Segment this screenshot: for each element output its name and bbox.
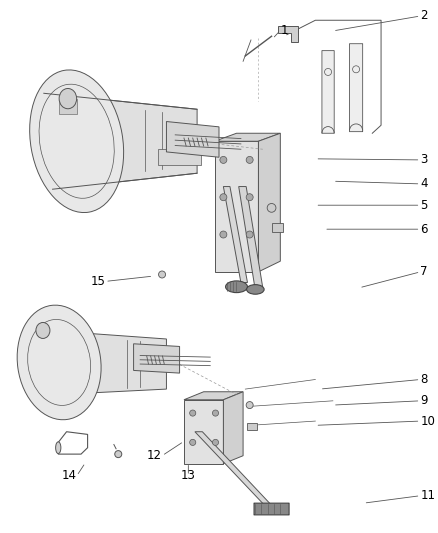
- Polygon shape: [258, 133, 280, 272]
- Text: 1: 1: [280, 24, 288, 37]
- Text: 12: 12: [147, 449, 162, 462]
- Circle shape: [159, 271, 166, 278]
- Circle shape: [246, 193, 253, 201]
- Polygon shape: [278, 26, 298, 42]
- Text: 5: 5: [420, 199, 428, 212]
- Circle shape: [212, 439, 219, 446]
- Text: 3: 3: [420, 154, 428, 166]
- Bar: [59, 99, 77, 114]
- Text: 2: 2: [420, 10, 428, 22]
- Circle shape: [246, 401, 253, 409]
- Polygon shape: [195, 432, 272, 505]
- Text: 8: 8: [420, 373, 428, 386]
- Text: 7: 7: [420, 265, 428, 278]
- Polygon shape: [223, 392, 243, 464]
- Ellipse shape: [17, 305, 101, 419]
- Circle shape: [267, 204, 276, 212]
- Polygon shape: [184, 392, 243, 400]
- Polygon shape: [44, 93, 197, 189]
- Circle shape: [212, 410, 219, 416]
- Text: 15: 15: [90, 275, 105, 288]
- Ellipse shape: [56, 442, 61, 454]
- Circle shape: [220, 156, 227, 164]
- Bar: [247, 423, 257, 430]
- Ellipse shape: [30, 70, 124, 213]
- Polygon shape: [223, 187, 247, 282]
- Polygon shape: [215, 133, 280, 141]
- Circle shape: [220, 193, 227, 201]
- Text: 11: 11: [420, 489, 435, 502]
- Bar: [272, 223, 283, 232]
- Ellipse shape: [36, 322, 50, 338]
- Text: 9: 9: [420, 394, 428, 407]
- Ellipse shape: [226, 281, 247, 293]
- FancyBboxPatch shape: [350, 44, 363, 132]
- Text: 4: 4: [420, 177, 428, 190]
- FancyBboxPatch shape: [254, 503, 289, 515]
- Circle shape: [246, 231, 253, 238]
- Circle shape: [220, 231, 227, 238]
- Circle shape: [115, 450, 122, 458]
- Circle shape: [190, 439, 196, 446]
- Text: 14: 14: [62, 470, 77, 482]
- Polygon shape: [158, 149, 201, 165]
- Polygon shape: [239, 187, 263, 288]
- Polygon shape: [215, 141, 258, 272]
- Ellipse shape: [59, 88, 77, 109]
- Text: 6: 6: [420, 223, 428, 236]
- Circle shape: [190, 410, 196, 416]
- Ellipse shape: [247, 285, 264, 294]
- FancyBboxPatch shape: [322, 51, 334, 133]
- Polygon shape: [166, 122, 219, 157]
- Text: 13: 13: [181, 470, 196, 482]
- Polygon shape: [33, 329, 166, 395]
- Polygon shape: [184, 400, 223, 464]
- Circle shape: [246, 156, 253, 164]
- Polygon shape: [134, 344, 180, 373]
- Text: 10: 10: [420, 415, 435, 427]
